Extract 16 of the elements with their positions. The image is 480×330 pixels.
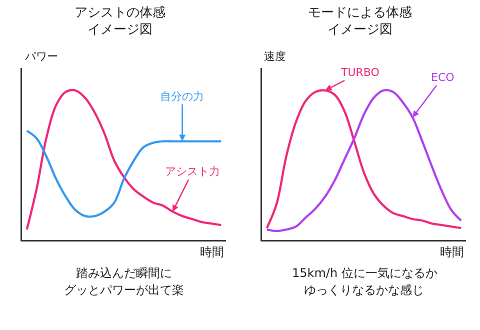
text: 踏み込んだ瞬間に xyxy=(76,266,172,280)
x-axis-title: 時間 xyxy=(200,245,224,259)
series-label: TURBO xyxy=(340,66,380,79)
text: 自分の力 xyxy=(160,90,204,103)
y-axis-title: 速度 xyxy=(264,50,286,63)
text: グッとパワーが出て楽 xyxy=(64,283,184,297)
y-axis-title: パワー xyxy=(24,50,58,63)
chart-title: モードによる体感 xyxy=(308,6,412,20)
text: ゆっくりなるかな感じ xyxy=(304,283,424,297)
x-axis-title: 時間 xyxy=(440,245,464,259)
text: アシスト力 xyxy=(165,165,220,178)
text: 15km/h 位に一気になるか xyxy=(292,266,438,280)
chart-subtitle: イメージ図 xyxy=(88,22,152,38)
text: ECO xyxy=(431,71,455,84)
chart-title: アシストの体感 xyxy=(74,6,166,20)
chart-subtitle: イメージ図 xyxy=(328,22,392,38)
